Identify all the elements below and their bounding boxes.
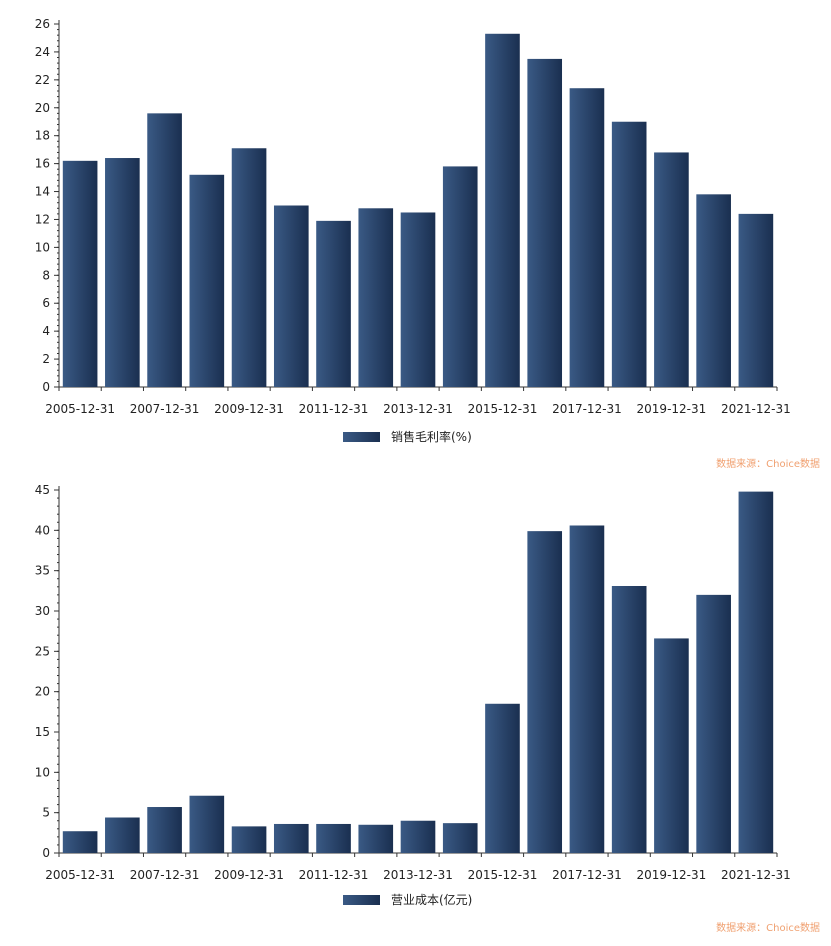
bar [273,823,309,853]
y-tick-label: 40 [35,523,50,537]
y-tick-label: 0 [42,846,50,860]
y-tick-label: 35 [35,564,50,578]
y-tick-label: 30 [35,604,50,618]
data-source-label: 数据来源：Choice数据 [716,457,820,470]
bar [147,113,182,387]
x-tick-label: 2009-12-31 [214,868,284,882]
bar [231,148,267,387]
x-tick-label: 2013-12-31 [383,868,453,882]
x-tick-label: 2017-12-31 [552,402,622,416]
y-tick-label: 15 [35,725,50,739]
bar [569,525,605,853]
bar [527,58,563,388]
bar [231,826,267,853]
bar [696,594,731,853]
y-tick-label: 18 [35,129,50,143]
bar [654,152,689,387]
y-tick-label: 10 [35,240,50,254]
operating-cost-chart: 0 5 10 15 20 25 30 35 40 45 2005-12-31 2007-12-31 20… [0,470,831,946]
bar [738,491,774,853]
legend-label: 销售毛利率(%) [391,429,472,444]
y-tick-label: 2 [42,352,50,366]
bar [442,823,478,853]
bar [316,823,351,853]
y-tick-label: 5 [42,806,50,820]
gross-margin-chart: 0 2 4 6 8 10 12 14 16 18 20 22 24 26 2005-12-31 2007-12… [0,0,831,470]
y-tick-label: 4 [42,324,50,338]
bar [358,208,394,387]
bar [696,194,731,387]
data-source-label: 数据来源：Choice数据 [716,921,820,934]
y-tick-label: 22 [35,73,50,87]
bar [400,212,436,387]
y-tick-label: 20 [35,685,50,699]
y-tick-label: 0 [42,380,50,394]
y-tick-label: 10 [35,765,50,779]
operating-cost-chart-svg: 0 5 10 15 20 25 30 35 40 45 2005-12-31 2007-12-31 20… [35,483,820,934]
y-tick-label: 25 [35,644,50,658]
legend-swatch [343,432,380,442]
y-tick-label: 26 [35,17,50,31]
bar [442,166,478,387]
y-tick-label: 14 [35,185,50,199]
bar [105,817,140,853]
x-tick-label: 2013-12-31 [383,402,453,416]
x-tick-label: 2007-12-31 [130,868,200,882]
x-tick-label: 2015-12-31 [468,868,538,882]
bar [485,33,520,388]
bar [485,703,520,853]
bar [738,213,774,387]
bar [569,88,605,387]
x-tick-label: 2021-12-31 [721,402,791,416]
bar [189,174,225,387]
bar [189,795,225,853]
y-tick-label: 12 [35,212,50,226]
x-tick-label: 2015-12-31 [468,402,538,416]
x-tick-label: 2019-12-31 [637,868,707,882]
bar [358,824,394,853]
x-tick-label: 2021-12-31 [721,868,791,882]
y-tick-label: 45 [35,483,50,497]
x-tick-label: 2007-12-31 [130,402,200,416]
x-tick-label: 2005-12-31 [45,402,115,416]
bar [62,831,98,853]
legend-label: 营业成本(亿元) [391,892,472,907]
bar [654,638,689,853]
y-tick-label: 20 [35,101,50,115]
x-tick-label: 2011-12-31 [299,868,369,882]
legend-swatch [343,895,380,905]
y-tick-label: 24 [35,45,50,59]
x-tick-label: 2011-12-31 [299,402,369,416]
x-tick-label: 2005-12-31 [45,868,115,882]
y-tick-label: 16 [35,157,50,171]
bar [611,585,647,853]
y-tick-label: 8 [42,268,50,282]
bar [611,121,647,387]
bar [527,531,563,853]
bar [273,205,309,387]
y-tick-label: 6 [42,296,50,310]
bar [105,158,140,387]
x-tick-label: 2017-12-31 [552,868,622,882]
bar [147,807,182,853]
x-tick-label: 2009-12-31 [214,402,284,416]
bar [316,220,351,387]
x-tick-label: 2019-12-31 [637,402,707,416]
bar [62,160,98,387]
bar [400,820,436,853]
